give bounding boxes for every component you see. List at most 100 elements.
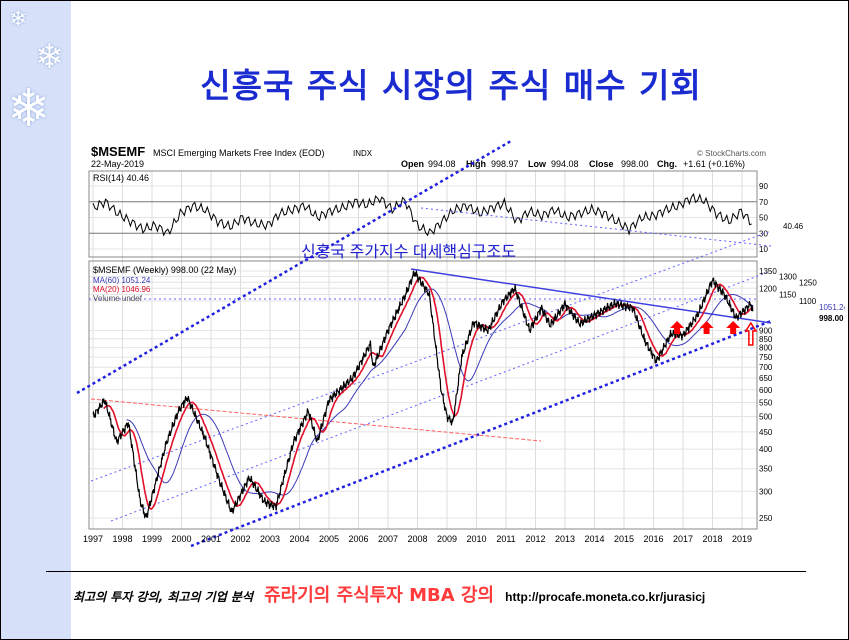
buy-arrows: [670, 321, 758, 346]
decorative-strip: ❄ ❄ ❄: [1, 1, 71, 639]
y-tick-label: 650: [759, 374, 773, 383]
arrow-up-icon: [670, 321, 685, 334]
y-tick-label: 1200: [759, 284, 777, 293]
x-tick-label: 2004: [289, 534, 309, 544]
y-tick-label: 300: [759, 487, 773, 496]
svg-text:998.97: 998.97: [491, 159, 519, 169]
x-axis: 1997 1998 1999 2000 2001 2002 2003 2004 2005 2006…: [83, 534, 752, 544]
footer-url[interactable]: http://procafe.moneta.co.kr/jurasicj: [505, 590, 706, 604]
quote-line: Open 994.08 High 998.97 Low 994.08 Close…: [401, 159, 745, 169]
mid-channel-line: [90, 230, 772, 482]
ma20-line: [103, 276, 754, 511]
svg-text:Low: Low: [528, 159, 547, 169]
slide-title: 신흥국 주식 시장의 주식 매수 기회: [200, 66, 702, 105]
x-tick-label: 2011: [496, 534, 515, 544]
x-tick-label: 2014: [584, 534, 604, 544]
symbol-label: $MSEMF: [91, 144, 145, 159]
x-tick-label: 2007: [378, 534, 398, 544]
x-tick-label: 2000: [171, 534, 191, 544]
resistance-line: [410, 268, 772, 324]
rsi-tick-label: 10: [759, 245, 768, 254]
footer-brand: 쥬라기의 주식투자 MBA 강의: [264, 585, 495, 606]
arrow-up-icon: [699, 321, 714, 334]
snowflake-icon: ❄: [7, 79, 51, 139]
x-tick-label: 2006: [348, 534, 368, 544]
grid: [89, 171, 757, 529]
price-legend: $MSEMF (Weekly) 998.00 (22 May): [93, 265, 236, 275]
footer-divider: [46, 571, 806, 572]
y-tick-label: 1250: [799, 278, 817, 287]
source-label: © StockCharts.com: [697, 149, 766, 158]
y-tick-label: 1150: [779, 290, 797, 299]
y-tick-label: 1350: [759, 267, 777, 276]
y-tick-label: 400: [759, 445, 773, 454]
footer-tagline: 최고의 투자 강의, 최고의 기업 분석: [73, 590, 254, 604]
ma60-tag: 1051.24: [819, 303, 845, 312]
annotation-text: 신흥국 주가지수 대세핵심구조도: [301, 243, 516, 261]
stock-chart: $MSEMF MSCI Emerging Markets Free Index …: [73, 136, 848, 551]
y-tick-label: 700: [759, 363, 773, 372]
x-tick-label: 2013: [555, 534, 575, 544]
ma60-line: [126, 288, 754, 496]
y-tick-label: 1300: [779, 273, 797, 282]
ma20-legend: MA(20) 1046.96: [93, 285, 151, 294]
x-tick-label: 1998: [112, 534, 132, 544]
x-tick-label: 2005: [319, 534, 339, 544]
svg-text:High: High: [466, 159, 486, 169]
volume-legend: Volume undef: [93, 294, 143, 303]
rsi-panel: [88, 170, 758, 258]
y-tick-label: 450: [759, 428, 773, 437]
x-tick-label: 2003: [260, 534, 280, 544]
arrow-up-icon: [744, 321, 758, 346]
y-tick-label: 500: [759, 412, 773, 421]
x-tick-label: 1997: [83, 534, 103, 544]
x-tick-label: 2001: [201, 534, 221, 544]
svg-text:Close: Close: [589, 159, 614, 169]
rsi-tick-label: 50: [759, 214, 768, 223]
arrow-up-icon: [726, 321, 741, 334]
x-tick-label: 2019: [732, 534, 752, 544]
x-tick-label: 2009: [437, 534, 457, 544]
price-panel: [88, 260, 758, 530]
svg-text:994.08: 994.08: [551, 159, 579, 169]
y-tick-label: 600: [759, 386, 773, 395]
lower-channel-line: [190, 319, 772, 548]
rsi-trend-line: [420, 207, 772, 247]
svg-text:998.00: 998.00: [621, 159, 649, 169]
x-tick-label: 2018: [702, 534, 722, 544]
rsi-tick-label: 90: [759, 182, 768, 191]
svg-text:994.08: 994.08: [428, 159, 456, 169]
y-tick-label: 350: [759, 465, 773, 474]
rsi-value-tag: 40.46: [783, 222, 804, 231]
rsi-label: RSI(14) 40.46: [93, 173, 149, 183]
close-tag: 998.00: [819, 314, 844, 323]
chart-svg: $MSEMF MSCI Emerging Markets Free Index …: [73, 136, 848, 551]
x-tick-label: 2012: [525, 534, 545, 544]
svg-text:Open: Open: [401, 159, 424, 169]
y-tick-label: 250: [759, 514, 773, 523]
y-tick-label: 550: [759, 399, 773, 408]
svg-text:+1.61 (+0.16%): +1.61 (+0.16%): [683, 159, 745, 169]
ma60-legend: MA(60) 1051.24: [93, 276, 151, 285]
x-tick-label: 2016: [643, 534, 663, 544]
x-tick-label: 2017: [673, 534, 693, 544]
x-tick-label: 2010: [466, 534, 486, 544]
svg-text:Chg.: Chg.: [657, 159, 677, 169]
x-tick-label: 2002: [230, 534, 250, 544]
rsi-tick-label: 70: [759, 198, 768, 207]
y-tick-label: 850: [759, 335, 773, 344]
snowflake-icon: ❄: [35, 37, 64, 77]
y-tick-label: 900: [759, 326, 773, 335]
chart-title: MSCI Emerging Markets Free Index (EOD): [153, 148, 325, 158]
footer: 최고의 투자 강의, 최고의 기업 분석 쥬라기의 주식투자 MBA 강의 ht…: [73, 581, 705, 607]
y-tick-label: 750: [759, 353, 773, 362]
price-line: [92, 270, 754, 519]
y-tick-label: 1100: [799, 297, 817, 306]
y-tick-label: 800: [759, 344, 773, 353]
x-tick-label: 2015: [614, 534, 634, 544]
date-label: 22-May-2019: [91, 159, 144, 169]
x-tick-label: 1999: [142, 534, 162, 544]
exchange-label: INDX: [353, 149, 373, 158]
